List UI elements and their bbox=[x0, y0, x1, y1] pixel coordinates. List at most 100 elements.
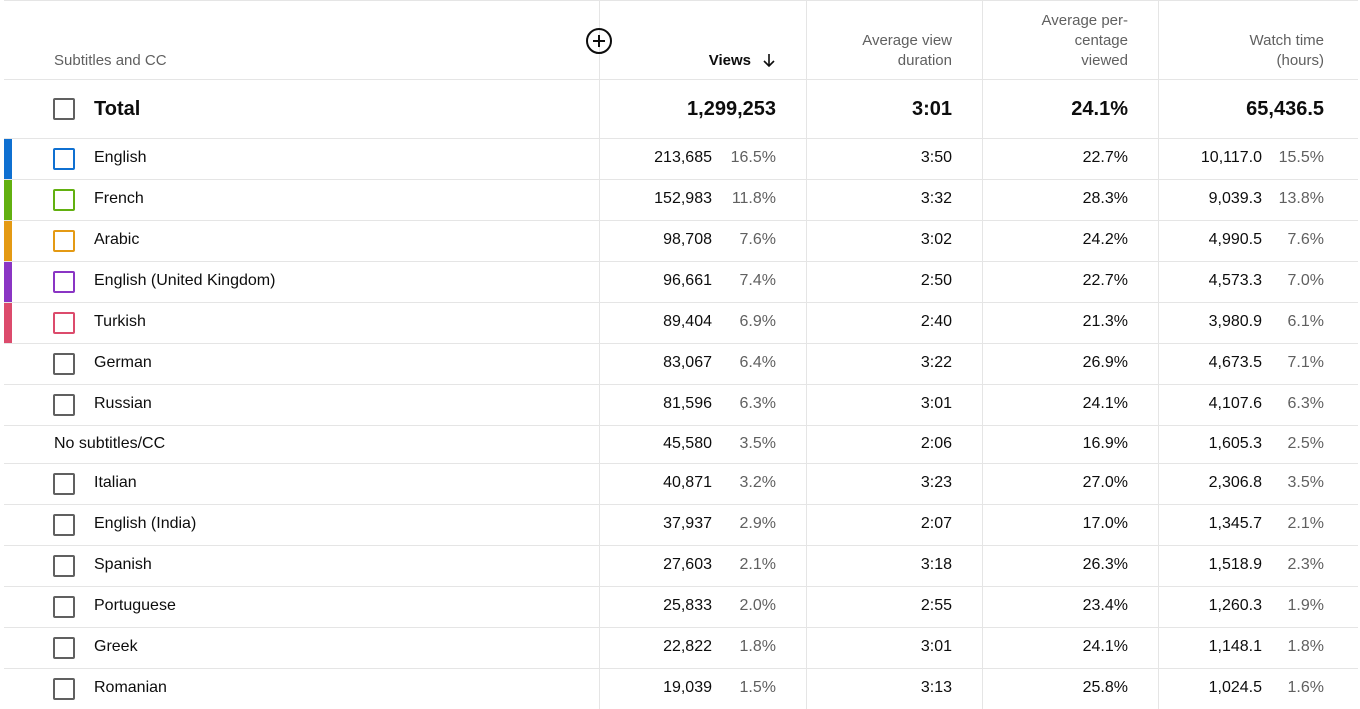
row-label: Portuguese bbox=[94, 597, 176, 614]
total-checkbox[interactable] bbox=[53, 98, 75, 120]
row-watch-time-pct: 3.5% bbox=[1287, 474, 1324, 491]
row-views-pct: 3.5% bbox=[739, 435, 776, 452]
row-views-pct: 7.4% bbox=[739, 272, 776, 289]
row-avg-pct-viewed: 26.9% bbox=[1082, 354, 1128, 371]
row-views: 19,039 bbox=[663, 679, 712, 696]
row-checkbox[interactable] bbox=[53, 394, 75, 416]
table-header: Subtitles and CC Views Average view dura… bbox=[4, 0, 1358, 80]
row-views: 89,404 bbox=[663, 313, 712, 330]
row-watch-time: 3,980.9 bbox=[1208, 313, 1262, 330]
views-header[interactable]: Views bbox=[709, 51, 777, 71]
row-avg-view-duration: 3:02 bbox=[920, 231, 952, 248]
table-row: No subtitles/CC 45,580 3.5% 2:06 16.9% 1,605.… bbox=[4, 426, 1358, 463]
row-avg-view-duration: 2:06 bbox=[920, 435, 952, 452]
row-divider bbox=[4, 627, 1358, 628]
row-divider bbox=[4, 179, 1358, 180]
row-views-pct: 1.5% bbox=[739, 679, 776, 696]
row-avg-view-duration: 3:32 bbox=[920, 190, 952, 207]
row-views-pct: 2.1% bbox=[739, 556, 776, 573]
row-views: 25,833 bbox=[663, 597, 712, 614]
total-avg-pct-viewed: 24.1% bbox=[1071, 98, 1128, 120]
row-avg-view-duration: 2:55 bbox=[920, 597, 952, 614]
row-watch-time: 10,117.0 bbox=[1200, 149, 1262, 166]
row-views-pct: 7.6% bbox=[739, 231, 776, 248]
column-divider bbox=[806, 0, 807, 709]
series-color-marker bbox=[4, 139, 12, 179]
dimension-header[interactable]: Subtitles and CC bbox=[54, 52, 167, 69]
row-avg-pct-viewed: 27.0% bbox=[1082, 474, 1128, 491]
row-watch-time: 4,673.5 bbox=[1208, 354, 1262, 371]
row-views-pct: 1.8% bbox=[739, 638, 776, 655]
row-divider bbox=[4, 220, 1358, 221]
header-line: duration bbox=[897, 52, 952, 69]
row-views: 83,067 bbox=[663, 354, 712, 371]
row-checkbox[interactable] bbox=[53, 473, 75, 495]
avg-view-duration-header[interactable]: Average view duration bbox=[862, 31, 952, 71]
row-watch-time: 1,024.5 bbox=[1208, 679, 1262, 696]
row-watch-time-pct: 2.1% bbox=[1287, 515, 1324, 532]
row-avg-view-duration: 3:01 bbox=[920, 395, 952, 412]
row-checkbox[interactable] bbox=[53, 148, 75, 170]
row-views: 98,708 bbox=[663, 231, 712, 248]
row-avg-pct-viewed: 23.4% bbox=[1082, 597, 1128, 614]
total-watch-time: 65,436.5 bbox=[1246, 98, 1324, 120]
row-avg-pct-viewed: 25.8% bbox=[1082, 679, 1128, 696]
row-label: No subtitles/CC bbox=[54, 435, 166, 452]
row-views: 81,596 bbox=[663, 395, 712, 412]
header-line: Average per- bbox=[1041, 12, 1128, 29]
row-label: German bbox=[94, 354, 152, 371]
row-label: Turkish bbox=[94, 313, 146, 330]
row-checkbox[interactable] bbox=[53, 271, 75, 293]
row-divider bbox=[4, 302, 1358, 303]
arrow-down-icon bbox=[763, 54, 775, 68]
row-checkbox[interactable] bbox=[53, 637, 75, 659]
row-checkbox[interactable] bbox=[53, 596, 75, 618]
row-checkbox[interactable] bbox=[53, 353, 75, 375]
header-line: Watch time bbox=[1249, 32, 1324, 49]
add-circle-icon bbox=[586, 28, 612, 54]
row-avg-view-duration: 2:40 bbox=[920, 313, 952, 330]
series-color-marker bbox=[4, 180, 12, 220]
row-watch-time-pct: 1.6% bbox=[1287, 679, 1324, 696]
row-checkbox[interactable] bbox=[53, 514, 75, 536]
row-avg-pct-viewed: 21.3% bbox=[1082, 313, 1128, 330]
row-watch-time-pct: 6.1% bbox=[1287, 313, 1324, 330]
table-row: German 83,067 6.4% 3:22 26.9% 4,673.5 7.1% bbox=[4, 344, 1358, 384]
row-watch-time-pct: 15.5% bbox=[1278, 149, 1324, 166]
row-label: Russian bbox=[94, 395, 152, 412]
row-checkbox[interactable] bbox=[53, 189, 75, 211]
row-views: 27,603 bbox=[663, 556, 712, 573]
row-watch-time: 1,260.3 bbox=[1208, 597, 1262, 614]
row-watch-time: 1,518.9 bbox=[1208, 556, 1262, 573]
watch-time-header[interactable]: Watch time (hours) bbox=[1250, 31, 1324, 71]
row-watch-time: 4,990.5 bbox=[1208, 231, 1262, 248]
table-row: Greek 22,822 1.8% 3:01 24.1% 1,148.1 1.8% bbox=[4, 628, 1358, 668]
row-avg-view-duration: 3:01 bbox=[920, 638, 952, 655]
table-row: Romanian 19,039 1.5% 3:13 25.8% 1,024.5 1.6% bbox=[4, 669, 1358, 709]
header-line: Average view bbox=[862, 32, 952, 49]
row-checkbox[interactable] bbox=[53, 678, 75, 700]
row-divider bbox=[4, 504, 1358, 505]
subtitles-report-table: Subtitles and CC Views Average view dura… bbox=[4, 0, 1358, 709]
views-header-label: Views bbox=[708, 52, 751, 69]
avg-pct-viewed-header[interactable]: Average per- centage viewed bbox=[1042, 11, 1128, 71]
row-avg-view-duration: 3:22 bbox=[920, 354, 952, 371]
row-watch-time-pct: 2.5% bbox=[1287, 435, 1324, 452]
row-checkbox[interactable] bbox=[53, 230, 75, 252]
row-divider bbox=[4, 384, 1358, 385]
row-views: 45,580 bbox=[663, 435, 712, 452]
row-watch-time-pct: 7.0% bbox=[1287, 272, 1324, 289]
row-views: 213,685 bbox=[654, 149, 712, 166]
row-avg-view-duration: 3:23 bbox=[920, 474, 952, 491]
row-checkbox[interactable] bbox=[53, 555, 75, 577]
row-checkbox[interactable] bbox=[53, 312, 75, 334]
column-divider bbox=[599, 0, 600, 709]
row-watch-time: 4,573.3 bbox=[1208, 272, 1262, 289]
row-views-pct: 3.2% bbox=[739, 474, 776, 491]
row-views-pct: 6.9% bbox=[739, 313, 776, 330]
table-row: Portuguese 25,833 2.0% 2:55 23.4% 1,260.3 1.9% bbox=[4, 587, 1358, 627]
table-row: Russian 81,596 6.3% 3:01 24.1% 4,107.6 6.3% bbox=[4, 385, 1358, 425]
header-divider bbox=[4, 79, 1358, 80]
add-metric-button[interactable] bbox=[585, 27, 613, 55]
row-label: French bbox=[94, 190, 144, 207]
